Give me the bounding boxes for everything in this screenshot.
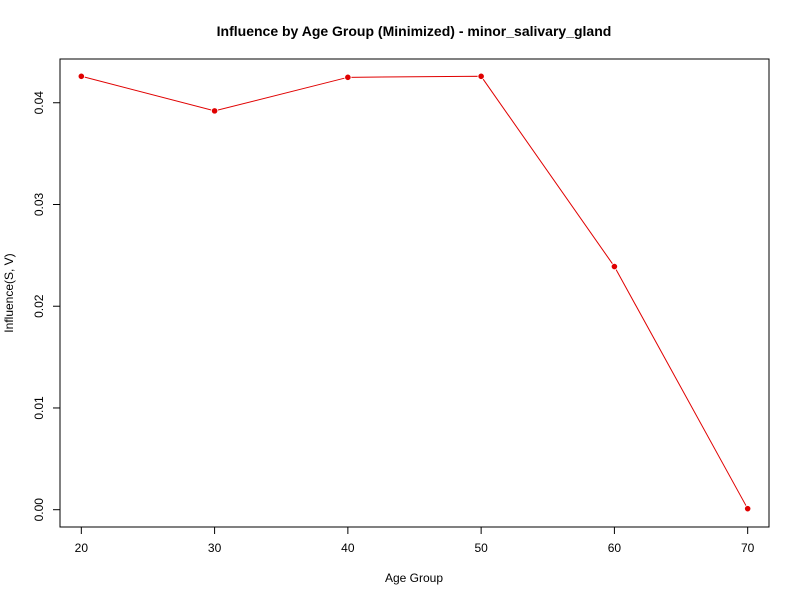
data-point — [210, 107, 219, 115]
x-tick-label: 60 — [608, 541, 622, 555]
x-tick-label: 50 — [474, 541, 488, 555]
data-point — [344, 73, 352, 81]
y-tick-label: 0.04 — [32, 91, 46, 115]
data-point — [610, 262, 619, 271]
series-line — [81, 75, 749, 509]
data-point — [77, 72, 85, 80]
chart-title: Influence by Age Group (Minimized) - min… — [217, 23, 612, 39]
plot-frame — [59, 58, 770, 528]
y-tick-label: 0.01 — [32, 396, 46, 420]
y-tick-label: 0.03 — [32, 192, 46, 216]
y-tick-label: 0.00 — [32, 498, 46, 522]
x-tick-label: 40 — [341, 541, 355, 555]
x-tick-label: 20 — [75, 541, 89, 555]
x-tick-label: 30 — [208, 541, 222, 555]
data-point — [744, 505, 752, 513]
x-axis: 20 30 40 50 60 70 — [75, 526, 755, 555]
data-point — [477, 72, 485, 80]
x-tick-label: 70 — [741, 541, 755, 555]
x-axis-label: Age Group — [385, 571, 443, 585]
y-tick-label: 0.02 — [32, 294, 46, 318]
y-axis-label: Influence(S, V) — [2, 253, 16, 332]
y-axis: 0.00 0.01 0.02 0.03 0.04 — [32, 91, 61, 522]
series-layer — [77, 72, 752, 513]
